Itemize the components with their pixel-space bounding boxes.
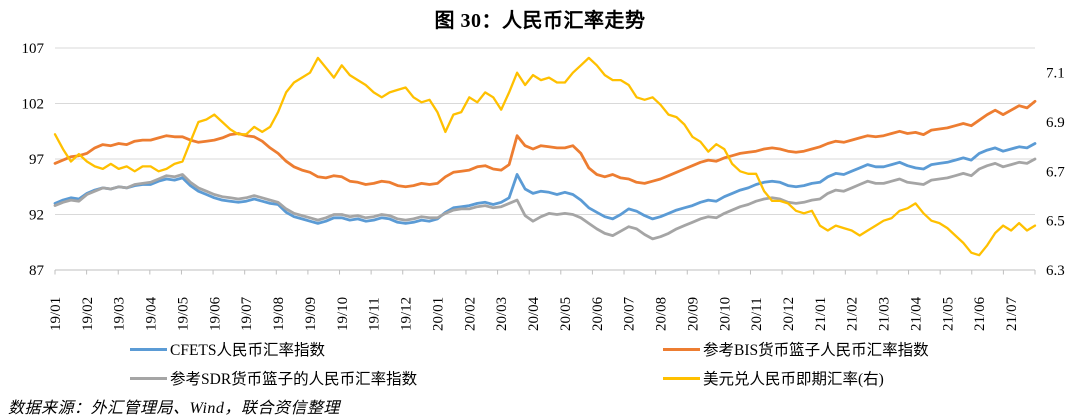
x-axis-tick-label: 20/12 xyxy=(781,297,797,331)
legend-item: 参考SDR货币篮子的人民币汇率指数 xyxy=(130,367,663,389)
chart-title: 图 30：人民币汇率走势 xyxy=(434,10,646,32)
x-axis-tick-label: 20/08 xyxy=(654,297,670,331)
x-axis-tick-label: 21/06 xyxy=(972,296,988,331)
x-axis-tick-label: 20/07 xyxy=(622,296,638,331)
legend-line-swatch xyxy=(130,347,167,351)
x-axis-tick-label: 21/04 xyxy=(908,296,924,331)
x-axis-tick-label: 21/01 xyxy=(813,297,829,331)
x-axis-tick-label: 21/07 xyxy=(1004,296,1020,331)
x-axis-tick-label: 21/03 xyxy=(877,297,893,331)
left-axis-tick-label: 87 xyxy=(29,263,45,279)
legend-label: 参考SDR货币篮子的人民币汇率指数 xyxy=(170,371,418,388)
x-axis xyxy=(54,269,1036,275)
x-axis-tick-label: 19/12 xyxy=(399,297,415,331)
right-axis-tick-label: 6.9 xyxy=(1046,115,1065,131)
legend-label: 参考BIS货币篮子人民币汇率指数 xyxy=(703,342,929,359)
x-axis-tick-label: 19/08 xyxy=(271,297,287,331)
x-axis-tick-label: 20/11 xyxy=(749,297,765,331)
x-axis-tick-label: 20/03 xyxy=(494,297,510,331)
series-line xyxy=(53,99,1037,189)
x-axis-tick-label: 20/02 xyxy=(462,297,478,331)
left-axis-labels: 107 102 97 92 87 xyxy=(22,41,45,279)
x-axis-tick-label: 19/01 xyxy=(48,297,64,331)
x-axis-labels: 19/01 19/02 19/03 19/04 19/05 19/06 19/07 19/08… xyxy=(48,296,1020,331)
chart-legend: CFETS人民币汇率指数 参考BIS货币篮子人民币汇率指数参考SDR货币篮子的人民… xyxy=(130,338,929,389)
x-axis-tick-label: 19/06 xyxy=(207,296,223,331)
series-line xyxy=(53,56,1037,257)
right-axis-tick-label: 6.3 xyxy=(1046,263,1065,279)
x-axis-tick-label: 19/09 xyxy=(303,297,319,331)
left-axis-tick-label: 92 xyxy=(29,208,44,224)
source-note: 数据来源：外汇管理局、Wind，联合资信整理 xyxy=(8,400,340,417)
legend-label: 美元兑人民币即期汇率(右) xyxy=(703,371,884,388)
legend-item: 美元兑人民币即期汇率(右) xyxy=(663,367,929,389)
x-axis-tick-label: 20/01 xyxy=(430,297,446,331)
series-line xyxy=(53,142,1037,225)
x-axis-tick-label: 20/09 xyxy=(685,297,701,331)
x-axis-tick-label: 20/04 xyxy=(526,296,542,331)
right-axis-tick-label: 7.1 xyxy=(1046,66,1065,82)
legend-line-swatch xyxy=(130,376,167,380)
legend-label: CFETS人民币汇率指数 xyxy=(170,342,326,359)
right-axis-tick-label: 6.7 xyxy=(1046,164,1065,180)
x-axis-tick-label: 19/11 xyxy=(367,297,383,331)
gridlines xyxy=(55,47,1035,271)
left-axis-tick-label: 102 xyxy=(22,97,45,113)
left-axis-tick-label: 97 xyxy=(29,152,45,168)
left-axis-tick-label: 107 xyxy=(22,41,45,57)
x-axis-tick-label: 19/07 xyxy=(239,296,255,331)
x-axis-tick-label: 21/02 xyxy=(845,297,861,331)
x-axis-tick-label: 19/05 xyxy=(175,297,191,331)
x-axis-tick-label: 19/03 xyxy=(112,297,128,331)
legend-item: CFETS人民币汇率指数 xyxy=(130,338,663,360)
x-axis-tick-label: 19/02 xyxy=(80,297,96,331)
x-axis-tick-label: 21/05 xyxy=(940,297,956,331)
right-axis-labels: 7.1 6.9 6.7 6.5 6.3 xyxy=(1046,66,1065,279)
legend-line-swatch xyxy=(663,347,700,351)
x-axis-tick-label: 20/10 xyxy=(717,297,733,331)
x-axis-tick-label: 19/04 xyxy=(144,296,160,331)
right-axis-tick-label: 6.5 xyxy=(1046,214,1065,230)
legend-line-swatch xyxy=(663,376,700,380)
x-axis-tick-label: 20/05 xyxy=(558,297,574,331)
legend-item: 参考BIS货币篮子人民币汇率指数 xyxy=(663,338,929,360)
series-line xyxy=(53,157,1037,241)
x-axis-tick-label: 19/10 xyxy=(335,297,351,331)
x-axis-tick-label: 20/06 xyxy=(590,296,606,331)
